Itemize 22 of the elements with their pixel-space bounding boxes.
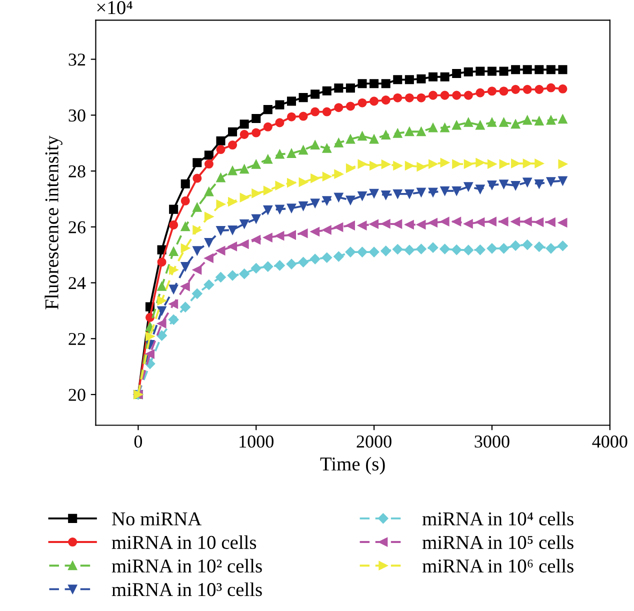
x-axis-title: Time (s): [320, 456, 385, 475]
y-tick-label: 30: [68, 109, 86, 122]
y-tick-label: 28: [68, 165, 86, 178]
legend-label: miRNA in 10 cells: [112, 535, 256, 550]
y-tick-label: 26: [68, 221, 86, 234]
x-tick-label: 3000: [474, 436, 510, 448]
legend-label: miRNA in 10² cells: [112, 558, 262, 573]
legend-label: miRNA in 10⁵ cells: [422, 535, 574, 550]
legend-label: miRNA in 10⁶ cells: [422, 558, 574, 573]
legend-label: miRNA in 10³ cells: [112, 582, 262, 596]
text: ×10⁴: [97, 1, 132, 14]
y-tick-label: 24: [68, 277, 86, 290]
y-tick-label: 20: [68, 388, 86, 401]
x-tick-label: 0: [134, 436, 142, 448]
y-tick-label: 22: [68, 332, 86, 345]
y-tick-label: 32: [68, 54, 86, 66]
y-axis-title: Fluorescence intensity: [44, 136, 62, 310]
x-tick-label: 4000: [592, 436, 628, 448]
x-tick-label: 2000: [356, 436, 392, 448]
x-tick-label: 1000: [240, 436, 274, 448]
legend-label: miRNA in 10⁴ cells: [422, 512, 574, 526]
legend-label: No miRNA: [112, 512, 202, 526]
